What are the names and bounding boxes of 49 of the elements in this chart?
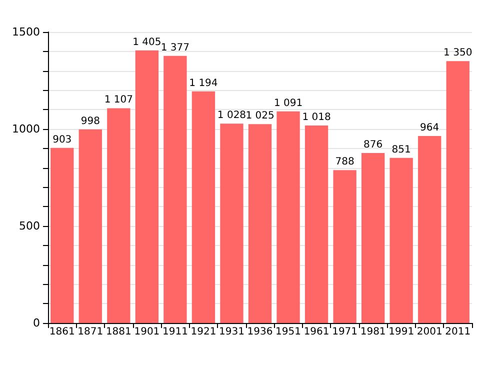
y-tick-label: 1500: [12, 26, 40, 38]
y-tick-label: 500: [19, 220, 40, 232]
bar: [220, 124, 244, 323]
data-label: 1 377: [160, 42, 190, 54]
x-tick-label: 1961: [304, 326, 330, 338]
x-tick-label: 1901: [134, 326, 160, 338]
x-tick-label: 1861: [49, 326, 75, 338]
x-tick-label: 1921: [190, 326, 216, 338]
data-label: 1 194: [189, 78, 218, 89]
bar: [135, 50, 159, 323]
bar: [418, 136, 442, 323]
bar: [276, 111, 300, 323]
x-tick-label: 1981: [360, 326, 386, 338]
bar: [304, 126, 328, 323]
x-tick-label: 1991: [388, 326, 414, 338]
bar: [50, 148, 74, 323]
x-tick-label: 1971: [332, 326, 358, 338]
data-label: 1 107: [104, 94, 133, 106]
bar: [361, 153, 385, 323]
x-tick-label: 1881: [106, 326, 132, 338]
bar: [192, 91, 216, 323]
data-label: 1 091: [274, 98, 303, 109]
bar: [446, 61, 470, 323]
x-tick-label: 2011: [445, 326, 471, 338]
data-label: 788: [335, 156, 354, 168]
x-tick-label: 1911: [162, 326, 188, 338]
data-label: 1 350: [444, 48, 472, 59]
y-tick-label: 1000: [12, 122, 40, 136]
bar: [390, 158, 413, 323]
x-tick-label: 1936: [247, 326, 273, 338]
x-tick-label: 1951: [276, 326, 301, 338]
data-label: 964: [420, 122, 440, 134]
x-tick-label: 1871: [78, 326, 104, 338]
x-tick-label: 1931: [219, 326, 244, 338]
bar: [78, 129, 102, 323]
x-tick-label: 2001: [416, 326, 442, 338]
bar: [164, 56, 187, 323]
data-label: 876: [364, 140, 383, 151]
data-label: 1 405: [132, 36, 162, 48]
data-label: 1 028: [217, 110, 246, 122]
bar: [107, 108, 130, 323]
data-label: 998: [80, 116, 100, 127]
data-label: 1 025: [246, 110, 274, 122]
data-label: 903: [52, 134, 72, 146]
bar: [333, 170, 356, 323]
y-tick-label: 0: [33, 316, 40, 330]
data-label: 1 018: [302, 112, 331, 124]
data-label: 851: [392, 144, 411, 156]
bar: [248, 124, 272, 323]
